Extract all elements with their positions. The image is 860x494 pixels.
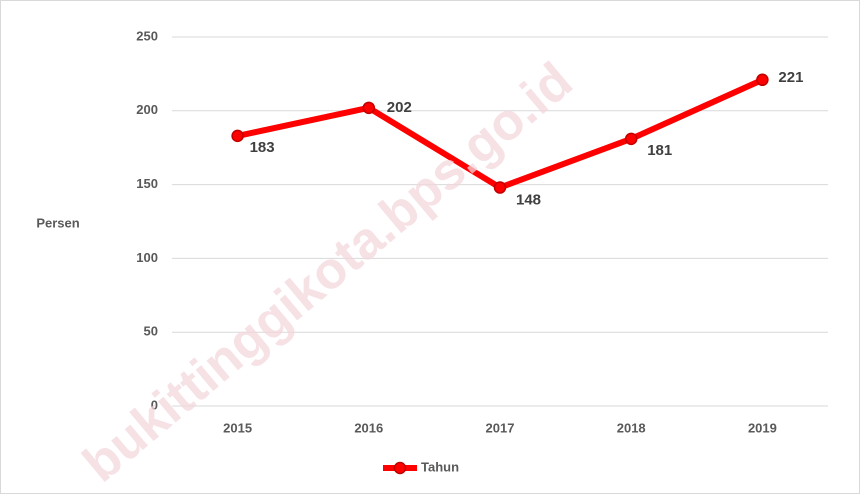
- data-label: 183: [250, 139, 275, 156]
- data-label: 148: [516, 192, 541, 209]
- x-tick-label: 2018: [617, 420, 646, 435]
- point: [231, 129, 244, 143]
- y-tick-label: 100: [136, 250, 158, 265]
- legend-label: Tahun: [421, 459, 459, 474]
- legend-swatch-marker: [393, 461, 407, 475]
- data-label: 221: [778, 69, 803, 86]
- x-tick-label: 2016: [354, 420, 383, 435]
- y-tick-label: 0: [151, 397, 158, 412]
- point: [756, 73, 769, 87]
- x-tick-label: 2019: [748, 420, 777, 435]
- point: [362, 101, 376, 115]
- x-tick-label: 2015: [223, 420, 252, 435]
- point: [624, 132, 638, 146]
- y-tick-label: 250: [136, 28, 158, 43]
- y-tick-label: 50: [144, 324, 158, 339]
- point: [493, 181, 507, 194]
- y-tick-label: 200: [136, 102, 158, 117]
- data-label: 181: [647, 142, 672, 159]
- y-tick-label: 150: [136, 176, 158, 191]
- data-label: 202: [387, 99, 412, 116]
- x-tick-label: 2017: [486, 420, 515, 435]
- y-axis-label: Persen: [36, 215, 79, 230]
